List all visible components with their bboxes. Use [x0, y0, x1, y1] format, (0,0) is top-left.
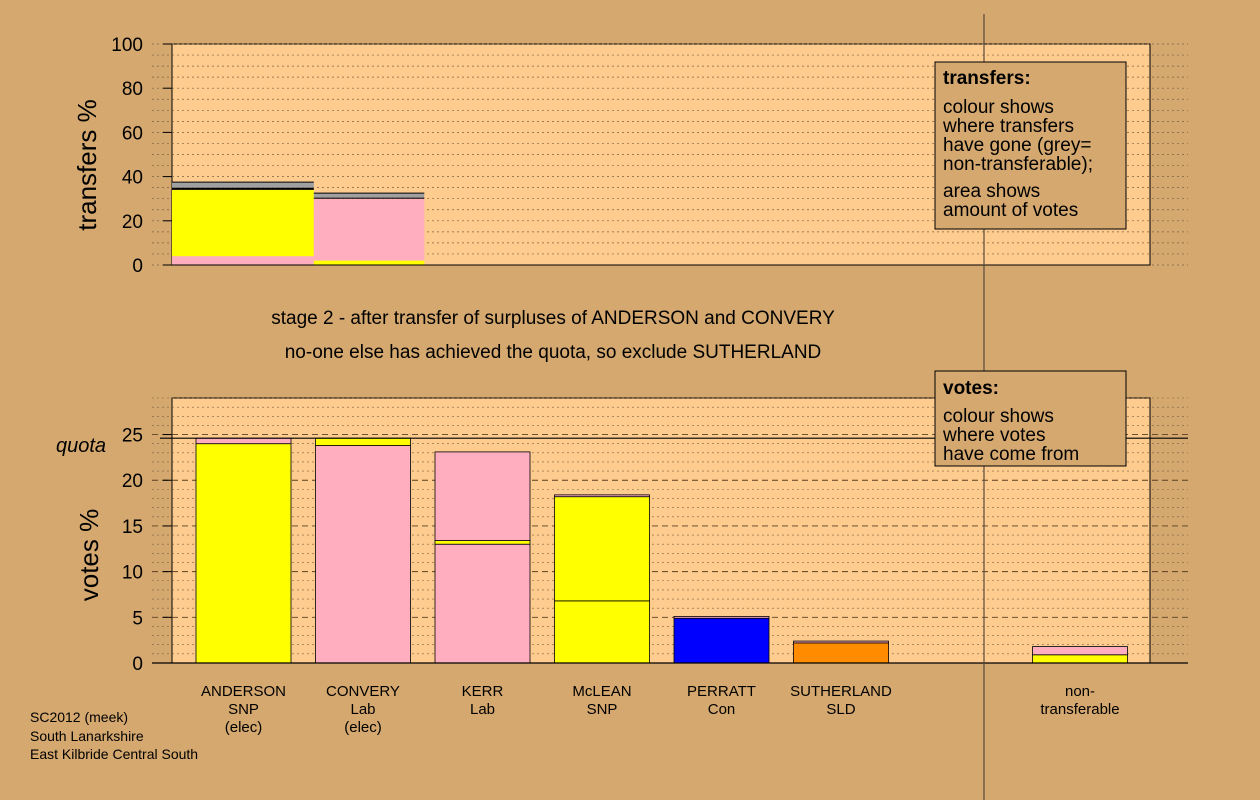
candidate-label: SUTHERLAND — [790, 683, 892, 700]
transfers-legend-box — [934, 61, 1127, 230]
transfers-legend: transfers: colour shows where transfers … — [934, 61, 1127, 230]
candidate-label: SNP — [228, 701, 259, 718]
candidate-label: ANDERSON — [201, 683, 286, 700]
votes-tick-label: 5 — [132, 608, 143, 629]
transfer-segment — [172, 182, 314, 188]
votes-category-labels: ANDERSONSNP(elec)CONVERYLab(elec)KERRLab… — [201, 683, 1120, 736]
transfer-segment — [313, 198, 425, 261]
vote-segment — [673, 617, 770, 664]
vote-segment — [1032, 646, 1128, 656]
transfers-tick-label: 60 — [122, 123, 143, 144]
candidate-label: Lab — [470, 701, 495, 718]
votes-axis-label: votes % — [74, 509, 104, 602]
footer-council: South Lanarkshire — [30, 728, 144, 744]
vote-segment — [315, 437, 411, 446]
transfer-segment — [172, 187, 314, 190]
votes-legend-title: votes: — [943, 378, 999, 399]
candidate-label: CONVERY — [326, 683, 400, 700]
vote-segment — [554, 600, 650, 664]
transfers-tick-label: 0 — [132, 256, 143, 277]
vote-segment — [1032, 654, 1128, 664]
vote-segment — [554, 496, 650, 602]
vote-segment — [315, 445, 411, 664]
candidate-label: KERR — [462, 683, 504, 700]
stage-caption-line1: stage 2 - after transfer of surpluses of… — [271, 308, 835, 329]
candidate-label: (elec) — [344, 719, 382, 736]
transfers-bars — [172, 181, 1150, 266]
transfers-tick-label: 80 — [122, 79, 143, 100]
candidate-label: PERRATT — [687, 683, 756, 700]
transfers-legend-line: non-transferable); — [943, 154, 1093, 175]
transfers-legend-line: colour shows — [943, 97, 1054, 118]
votes-tick-label: 0 — [132, 654, 143, 675]
votes-legend-line: colour shows — [943, 406, 1054, 427]
transfers-legend-line: where transfers — [942, 116, 1074, 137]
footer-ward: East Kilbride Central South — [30, 746, 198, 762]
vote-segment — [793, 640, 889, 644]
transfers-tick-label: 20 — [122, 212, 143, 233]
vote-segment — [793, 642, 889, 664]
candidate-label: non- — [1065, 683, 1095, 700]
transfers-legend-line: area shows — [943, 181, 1040, 202]
transfer-segment — [313, 197, 425, 199]
candidate-label: SLD — [826, 701, 855, 718]
votes-bars — [152, 437, 1188, 664]
stage-caption-line2: no-one else has achieved the quota, so e… — [285, 342, 822, 363]
vote-segment — [673, 615, 770, 619]
transfers-tick-label: 100 — [111, 35, 143, 56]
quota-label: quota — [56, 435, 106, 457]
transfers-tick-label: 40 — [122, 168, 143, 189]
transfers-legend-line: have gone (grey= — [943, 135, 1091, 156]
votes-legend-line: have come from — [943, 444, 1079, 465]
votes-legend-line: where votes — [942, 425, 1045, 446]
vote-segment — [434, 451, 531, 541]
vote-segment — [434, 543, 531, 664]
vote-segment — [434, 540, 531, 545]
transfer-segment — [313, 260, 425, 265]
transfer-segment — [313, 193, 425, 198]
candidate-label: Lab — [350, 701, 375, 718]
votes-tick-label: 10 — [122, 563, 143, 584]
transfers-ticks: 0 20 40 60 80 100 — [111, 35, 172, 277]
votes-tick-label: 20 — [122, 471, 143, 492]
candidate-label: Con — [708, 701, 736, 718]
candidate-label: SNP — [587, 701, 618, 718]
votes-tick-label: 15 — [122, 517, 143, 538]
transfer-segment — [172, 256, 314, 265]
votes-tick-label: 25 — [122, 426, 143, 447]
votes-legend-box — [934, 370, 1127, 467]
transfers-axis-label: transfers % — [72, 99, 102, 231]
vote-segment — [195, 437, 292, 445]
transfers-legend-title: transfers: — [943, 68, 1031, 89]
vote-segment — [195, 443, 292, 664]
votes-legend: votes: colour shows where votes have com… — [934, 370, 1127, 467]
vote-segment — [554, 494, 650, 498]
candidate-label: (elec) — [225, 719, 263, 736]
candidate-label: transferable — [1040, 701, 1119, 718]
candidate-label: McLEAN — [572, 683, 631, 700]
transfer-segment — [172, 189, 314, 257]
footer-method: SC2012 (meek) — [30, 709, 128, 725]
votes-ticks: 0 5 10 15 20 25 — [122, 426, 172, 675]
transfers-legend-line: amount of votes — [943, 200, 1078, 221]
